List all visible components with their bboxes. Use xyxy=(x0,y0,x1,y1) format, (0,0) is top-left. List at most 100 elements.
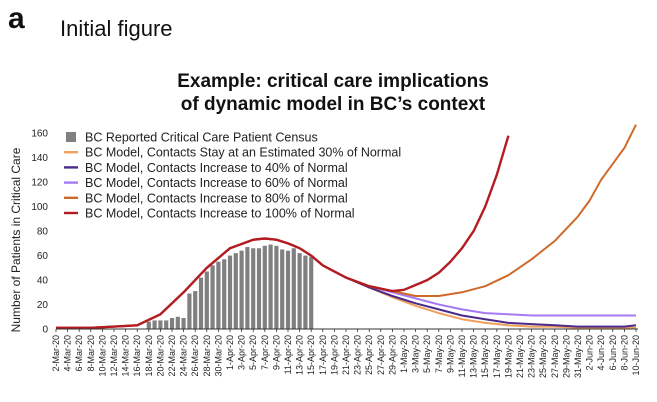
series-line xyxy=(56,135,510,329)
x-tick-label: 17-Apr-20 xyxy=(318,335,328,375)
chart-title-line-1: Example: critical care implications xyxy=(177,71,489,92)
x-tick-label: 28-Mar-20 xyxy=(202,335,212,377)
x-tick-label: 13-Apr-20 xyxy=(295,335,305,375)
x-tick-label: 25-Apr-20 xyxy=(364,335,374,375)
x-tick-label: 11-May-20 xyxy=(457,335,467,377)
x-tick-label: 19-May-20 xyxy=(503,335,513,378)
census-bar xyxy=(193,291,198,329)
y-tick-label: 40 xyxy=(37,276,49,287)
y-tick-label: 100 xyxy=(31,202,48,213)
census-bar xyxy=(152,320,157,329)
panel-letter: a xyxy=(8,2,25,35)
x-tick-label: 16-Mar-20 xyxy=(132,335,142,377)
legend-entry-label: BC Reported Critical Care Patient Census xyxy=(85,131,318,145)
x-tick-label: 10-Jun-20 xyxy=(631,335,641,376)
tick-labels: 0 20 40 60 80 100 120 140 160 2-Mar-20 4-Mar-20 6-M… xyxy=(31,129,641,378)
x-tick-label: 5-May-20 xyxy=(422,335,432,373)
y-tick-label: 160 xyxy=(31,129,48,140)
x-tick-label: 7-May-20 xyxy=(434,335,444,373)
x-tick-label: 6-Mar-20 xyxy=(74,335,84,372)
y-tick-label: 140 xyxy=(31,153,48,164)
legend: BC Reported Critical Care Patient Census… xyxy=(64,131,401,221)
x-tick-label: 2-Mar-20 xyxy=(51,335,61,372)
x-tick-label: 17-May-20 xyxy=(492,335,502,378)
census-bar xyxy=(146,321,151,329)
y-tick-label: 20 xyxy=(37,300,49,311)
x-tick-label: 29-Apr-20 xyxy=(387,335,397,375)
x-tick-label: 3-May-20 xyxy=(411,335,421,373)
model-lines xyxy=(56,124,637,329)
x-tick-label: 9-May-20 xyxy=(445,335,455,373)
x-tick-label: 12-Mar-20 xyxy=(109,335,119,377)
x-tick-label: 27-Apr-20 xyxy=(376,335,386,375)
legend-entry-label: BC Model, Contacts Increase to 40% of No… xyxy=(85,161,348,175)
census-bar xyxy=(309,256,314,329)
legend-entry-label: BC Model, Contacts Stay at an Estimated … xyxy=(85,146,401,160)
x-tick-label: 1-May-20 xyxy=(399,335,409,373)
x-tick-label: 6-Jun-20 xyxy=(608,335,618,371)
census-bar xyxy=(164,320,169,329)
legend-entry-label: BC Model, Contacts Increase to 100% of N… xyxy=(85,207,355,221)
census-bar xyxy=(256,248,262,329)
x-tick-label: 14-Mar-20 xyxy=(121,335,131,377)
x-tick-label: 27-May-20 xyxy=(550,335,560,378)
census-bar xyxy=(303,255,308,329)
x-tick-label: 15-May-20 xyxy=(480,335,490,378)
x-tick-label: 4-Jun-20 xyxy=(596,335,606,371)
chart-title-line-2: of dynamic model in BC’s context xyxy=(181,94,486,115)
x-tick-label: 23-Apr-20 xyxy=(353,335,363,375)
x-tick-label: 25-May-20 xyxy=(538,335,548,378)
x-tick-label: 8-Mar-20 xyxy=(86,335,96,372)
x-tick-label: 29-May-20 xyxy=(561,335,571,378)
census-bar xyxy=(175,316,180,329)
census-bar xyxy=(291,248,296,329)
census-bar xyxy=(251,248,256,329)
census-bar xyxy=(227,255,233,329)
census-bar xyxy=(198,277,204,329)
census-bars xyxy=(146,244,314,329)
census-bar xyxy=(158,320,163,329)
census-bar xyxy=(233,253,238,329)
legend-entry-label: BC Model, Contacts Increase to 60% of No… xyxy=(85,176,348,190)
census-bar xyxy=(262,245,267,329)
x-tick-label: 21-Apr-20 xyxy=(341,335,351,375)
census-bar xyxy=(268,244,273,329)
x-tick-label: 24-Mar-20 xyxy=(179,335,189,377)
x-tick-label: 13-May-20 xyxy=(469,335,479,378)
x-tick-label: 4-Mar-20 xyxy=(63,335,73,372)
census-bar xyxy=(274,245,279,329)
x-tick-label: 22-Mar-20 xyxy=(167,335,177,377)
panel-title: Initial figure xyxy=(60,16,173,41)
x-tick-label: 10-Mar-20 xyxy=(97,335,107,377)
census-bar xyxy=(187,293,192,329)
census-bar xyxy=(222,259,227,329)
x-tick-label: 1-Apr-20 xyxy=(225,335,235,370)
y-tick-label: 120 xyxy=(31,178,48,189)
y-tick-label: 0 xyxy=(42,325,48,336)
x-tick-label: 19-Apr-20 xyxy=(329,335,339,375)
x-tick-label: 21-May-20 xyxy=(515,335,525,378)
census-bar xyxy=(169,317,175,329)
series-line xyxy=(56,237,636,329)
y-axis-label: Number of Patients in Critical Care xyxy=(9,147,23,332)
x-tick-label: 20-Mar-20 xyxy=(155,335,165,377)
census-bar xyxy=(210,265,215,329)
x-tick-label: 30-Mar-20 xyxy=(213,335,223,377)
census-bar xyxy=(280,249,285,329)
census-bar xyxy=(239,250,244,329)
y-tick-label: 80 xyxy=(37,227,49,238)
x-tick-label: 15-Apr-20 xyxy=(306,335,316,375)
x-tick-label: 3-Apr-20 xyxy=(237,335,247,370)
x-tick-label: 5-Apr-20 xyxy=(248,335,258,370)
legend-swatch-bar xyxy=(66,132,76,142)
census-bar xyxy=(216,261,221,329)
x-tick-label: 8-Jun-20 xyxy=(619,335,629,371)
census-bar xyxy=(297,253,302,329)
census-bar xyxy=(285,250,291,329)
x-tick-label: 7-Apr-20 xyxy=(260,335,270,370)
x-tick-label: 9-Apr-20 xyxy=(271,335,281,370)
series-line xyxy=(56,237,636,329)
legend-entry-label: BC Model, Contacts Increase to 80% of No… xyxy=(85,191,348,205)
census-bar xyxy=(181,317,186,329)
